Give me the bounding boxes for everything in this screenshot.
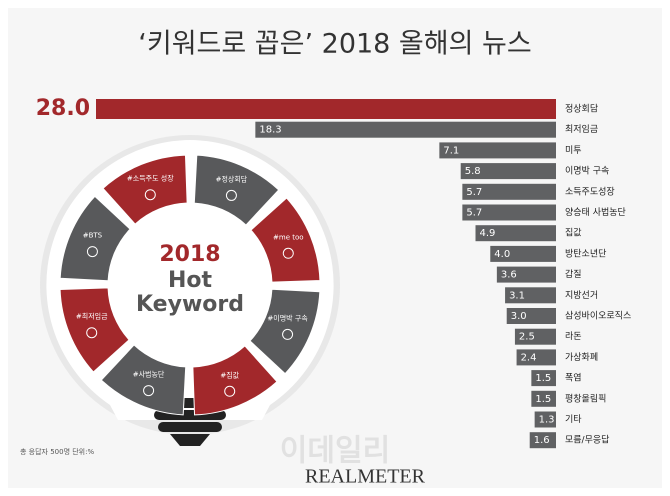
bar (475, 225, 556, 242)
value-label: 1.3 (539, 415, 555, 426)
bulb-segment (59, 195, 131, 282)
value-label: 1.5 (535, 373, 551, 384)
bulb-segment (193, 154, 280, 226)
category-label: 라돈 (565, 331, 582, 342)
segment-icon (282, 328, 294, 340)
segment-icon (225, 189, 237, 201)
segment-label: #소득주도 성장 (127, 174, 174, 183)
value-label: 3.0 (511, 311, 527, 322)
segment-icon (282, 247, 294, 259)
bar (506, 308, 556, 324)
category-label: 기타 (565, 414, 582, 425)
value-label: 18.3 (259, 125, 281, 136)
bar (96, 99, 556, 119)
category-label: 폭염 (565, 373, 582, 384)
bar (534, 411, 556, 428)
value-label: 3.6 (501, 270, 517, 281)
bulb-title: 2018 (159, 242, 220, 267)
bulb-segment (102, 154, 188, 225)
category-label: 삼성바이오로직스 (565, 311, 631, 322)
value-label: 4.9 (480, 228, 496, 239)
source: REALMETER (305, 466, 426, 488)
segment-label: #이명박 구속 (267, 313, 308, 322)
category-label: 지방선거 (565, 290, 598, 301)
segment-icon (143, 385, 155, 397)
bar (439, 142, 556, 159)
category-label: 정상회담 (565, 103, 598, 115)
bar (516, 349, 556, 366)
segment-icon (144, 189, 156, 201)
watermark: 이데일리 (280, 434, 390, 469)
bulb-subtitle: Keyword (136, 292, 244, 317)
category-label: 최저임금 (565, 123, 598, 135)
value-label: 2.5 (519, 332, 535, 343)
segment-label: #BTS (83, 232, 103, 240)
segment-label: #me too (273, 233, 304, 241)
bulb-subtitle: Hot (168, 268, 213, 293)
bulb-tip (170, 434, 210, 446)
segment-label: #사법농단 (133, 370, 165, 379)
category-label: 소득주도성장 (565, 186, 615, 197)
bar (529, 432, 556, 449)
bulb-segment (59, 287, 130, 373)
category-label: 양승태 사법농단 (565, 207, 626, 218)
category-label: 모름/무응답 (565, 434, 609, 446)
value-label: 1.6 (534, 435, 550, 446)
segment-label: #최저임금 (76, 312, 108, 321)
chart-title: ‘키워드로 꼽은’ 2018 올해의 뉴스 (138, 29, 531, 60)
bar (505, 287, 556, 304)
category-label: 이명박 구속 (565, 166, 609, 177)
value-label: 1.5 (535, 394, 551, 405)
bar (531, 370, 556, 387)
bar (531, 390, 556, 407)
bulb: 2018 Hot Keyword #소득주도 성장 #정상회담 #me too #이명… (40, 135, 340, 446)
value-label: 7.1 (443, 145, 459, 156)
segment-label: #집값 (220, 370, 239, 379)
bar (462, 204, 556, 221)
category-label: 방탄소년단 (565, 248, 606, 259)
bar (496, 266, 556, 283)
bulb-segment (249, 288, 321, 375)
segment-icon (86, 246, 98, 258)
bar (462, 183, 556, 200)
value-label: 5.7 (466, 187, 482, 198)
bar (460, 163, 556, 180)
value-label: 5.7 (466, 208, 482, 219)
value-label: 3.1 (509, 290, 525, 301)
note: 총 응답자 500명 단위:% (20, 447, 94, 456)
bar (490, 245, 556, 262)
segment-icon (224, 385, 236, 397)
bulb-segment (250, 197, 321, 283)
category-label: 미투 (565, 145, 582, 156)
bar (255, 121, 556, 138)
segment-label: #정상회담 (216, 174, 248, 183)
category-label: 집값 (565, 227, 582, 239)
value-label: 2.4 (521, 352, 537, 363)
bulb-base (158, 422, 222, 432)
category-label: 평창올림픽 (565, 392, 606, 404)
value-label: 28.0 (36, 96, 90, 121)
value-label: 4.0 (494, 249, 510, 260)
segment-icon (86, 327, 98, 339)
bar (514, 328, 556, 345)
bulb-segment (192, 345, 278, 416)
category-label: 갑질 (565, 268, 582, 280)
category-label: 가상화폐 (565, 351, 598, 363)
value-label: 5.8 (465, 166, 481, 177)
bulb-segment (100, 344, 187, 416)
